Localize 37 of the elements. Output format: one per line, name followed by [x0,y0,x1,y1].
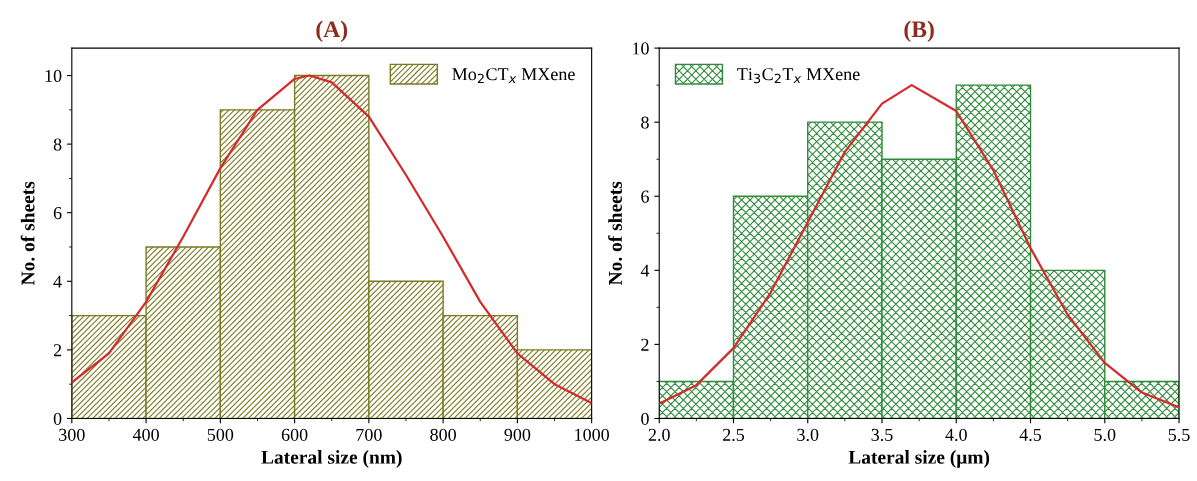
x-tick-label: 5.0 [1094,428,1116,441]
x-tick-label: 600 [281,428,308,441]
y-tick-label: 10 [45,69,62,82]
x-tick-label: 3.5 [871,428,893,441]
x-tick-label: 3.0 [797,428,819,441]
chart-title: (A) [316,20,348,43]
x-tick-label: 2.0 [648,428,670,441]
x-axis-title: Lateral size (nm) [261,450,402,468]
x-tick-label: 2.5 [722,428,745,441]
y-tick-label: 8 [641,116,649,129]
y-axis-title: No. of sheets [20,181,35,286]
chart-title: (B) [904,20,934,43]
x-tick-label: 300 [59,428,85,441]
x-tick-label: 500 [207,428,234,441]
y-tick-label: 8 [53,138,62,151]
y-tick-label: 0 [641,412,649,425]
legend-label: Mo$_{2}$CT$_{x}$ MXene [452,68,575,84]
x-tick-label: 1000 [575,428,610,441]
y-tick-label: 0 [53,412,62,425]
x-tick-label: 5.5 [1168,428,1190,441]
x-tick-label: 400 [132,428,159,441]
x-axis-title: Lateral size (μm) [848,450,990,468]
y-tick-label: 2 [641,338,649,351]
y-tick-label: 2 [53,344,62,357]
y-tick-label: 6 [53,207,62,220]
y-tick-label: 10 [633,42,649,55]
y-tick-label: 4 [53,275,62,288]
y-tick-label: 4 [640,264,650,277]
x-tick-label: 4.0 [945,428,967,441]
x-tick-label: 800 [430,428,456,441]
y-tick-label: 6 [641,190,649,203]
x-tick-label: 700 [356,428,382,441]
x-tick-label: 900 [504,428,531,441]
legend-label: Ti$_{3}$C$_{2}$T$_{x}$ MXene [737,68,860,84]
x-tick-label: 4.5 [1019,428,1042,441]
y-axis-title: No. of sheets [608,181,623,286]
line-series [659,84,1180,409]
